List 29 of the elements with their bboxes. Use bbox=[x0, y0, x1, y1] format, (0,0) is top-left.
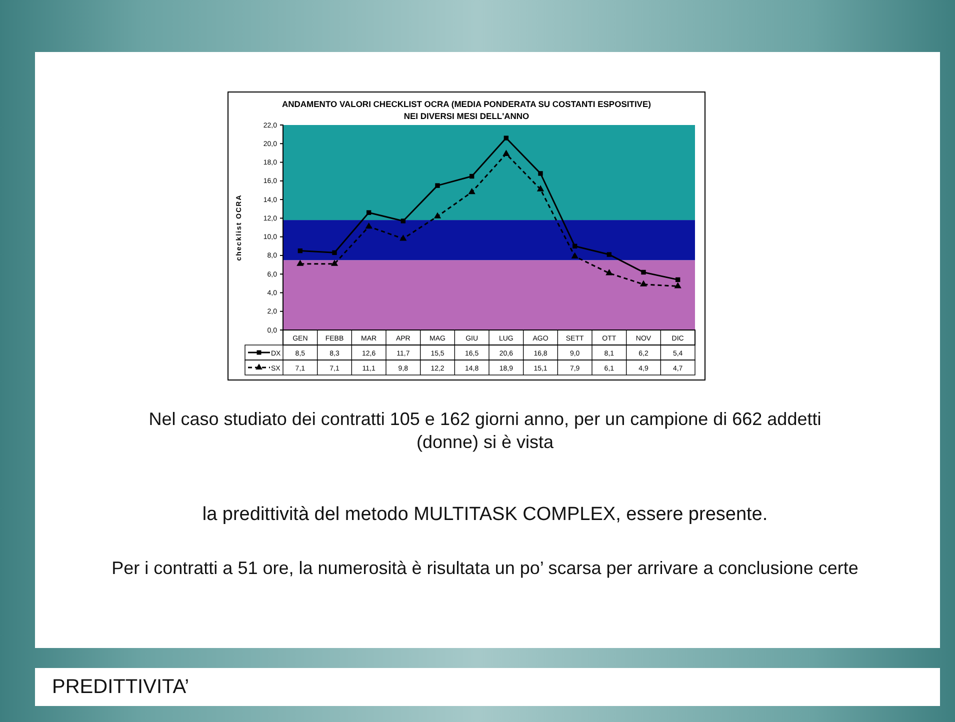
point bbox=[366, 210, 372, 215]
point bbox=[572, 244, 578, 248]
text: Per i contratti a 51 ore, la numerosità è risultata un po’ scarsa per arrivare a conclusione certe bbox=[110, 557, 860, 580]
point bbox=[674, 282, 682, 288]
point bbox=[502, 150, 510, 156]
point bbox=[400, 234, 407, 241]
text: la predittività del metodo MULTITASK COMPLEX, essere presente. bbox=[201, 503, 769, 526]
point bbox=[606, 269, 613, 276]
text: Nel caso studiato dei contratti 105 e 162 giorni anno, per un campione di 662 addetti (donne) si è vista bbox=[148, 408, 822, 454]
point bbox=[538, 171, 543, 176]
point bbox=[332, 250, 337, 256]
point bbox=[435, 183, 440, 188]
point bbox=[640, 280, 648, 286]
point bbox=[365, 222, 372, 229]
point bbox=[469, 174, 474, 179]
point bbox=[606, 252, 612, 257]
point bbox=[434, 212, 442, 218]
point bbox=[400, 218, 406, 224]
point bbox=[296, 260, 304, 266]
point bbox=[641, 270, 646, 275]
point bbox=[571, 252, 578, 258]
point bbox=[675, 277, 680, 282]
point bbox=[298, 248, 303, 254]
point bbox=[536, 185, 544, 192]
point bbox=[330, 260, 338, 266]
point bbox=[468, 188, 476, 194]
chart-title: ANDAMENTO VALORI CHECKLIST OCRA (MEDIA PONDERATA SU COSTANTI ESPOSITIVE) NEI DIVERSI MESI DELL'ANNO bbox=[282, 99, 652, 121]
point bbox=[504, 136, 509, 140]
text: PREDITTIVITA’ bbox=[52, 676, 190, 699]
